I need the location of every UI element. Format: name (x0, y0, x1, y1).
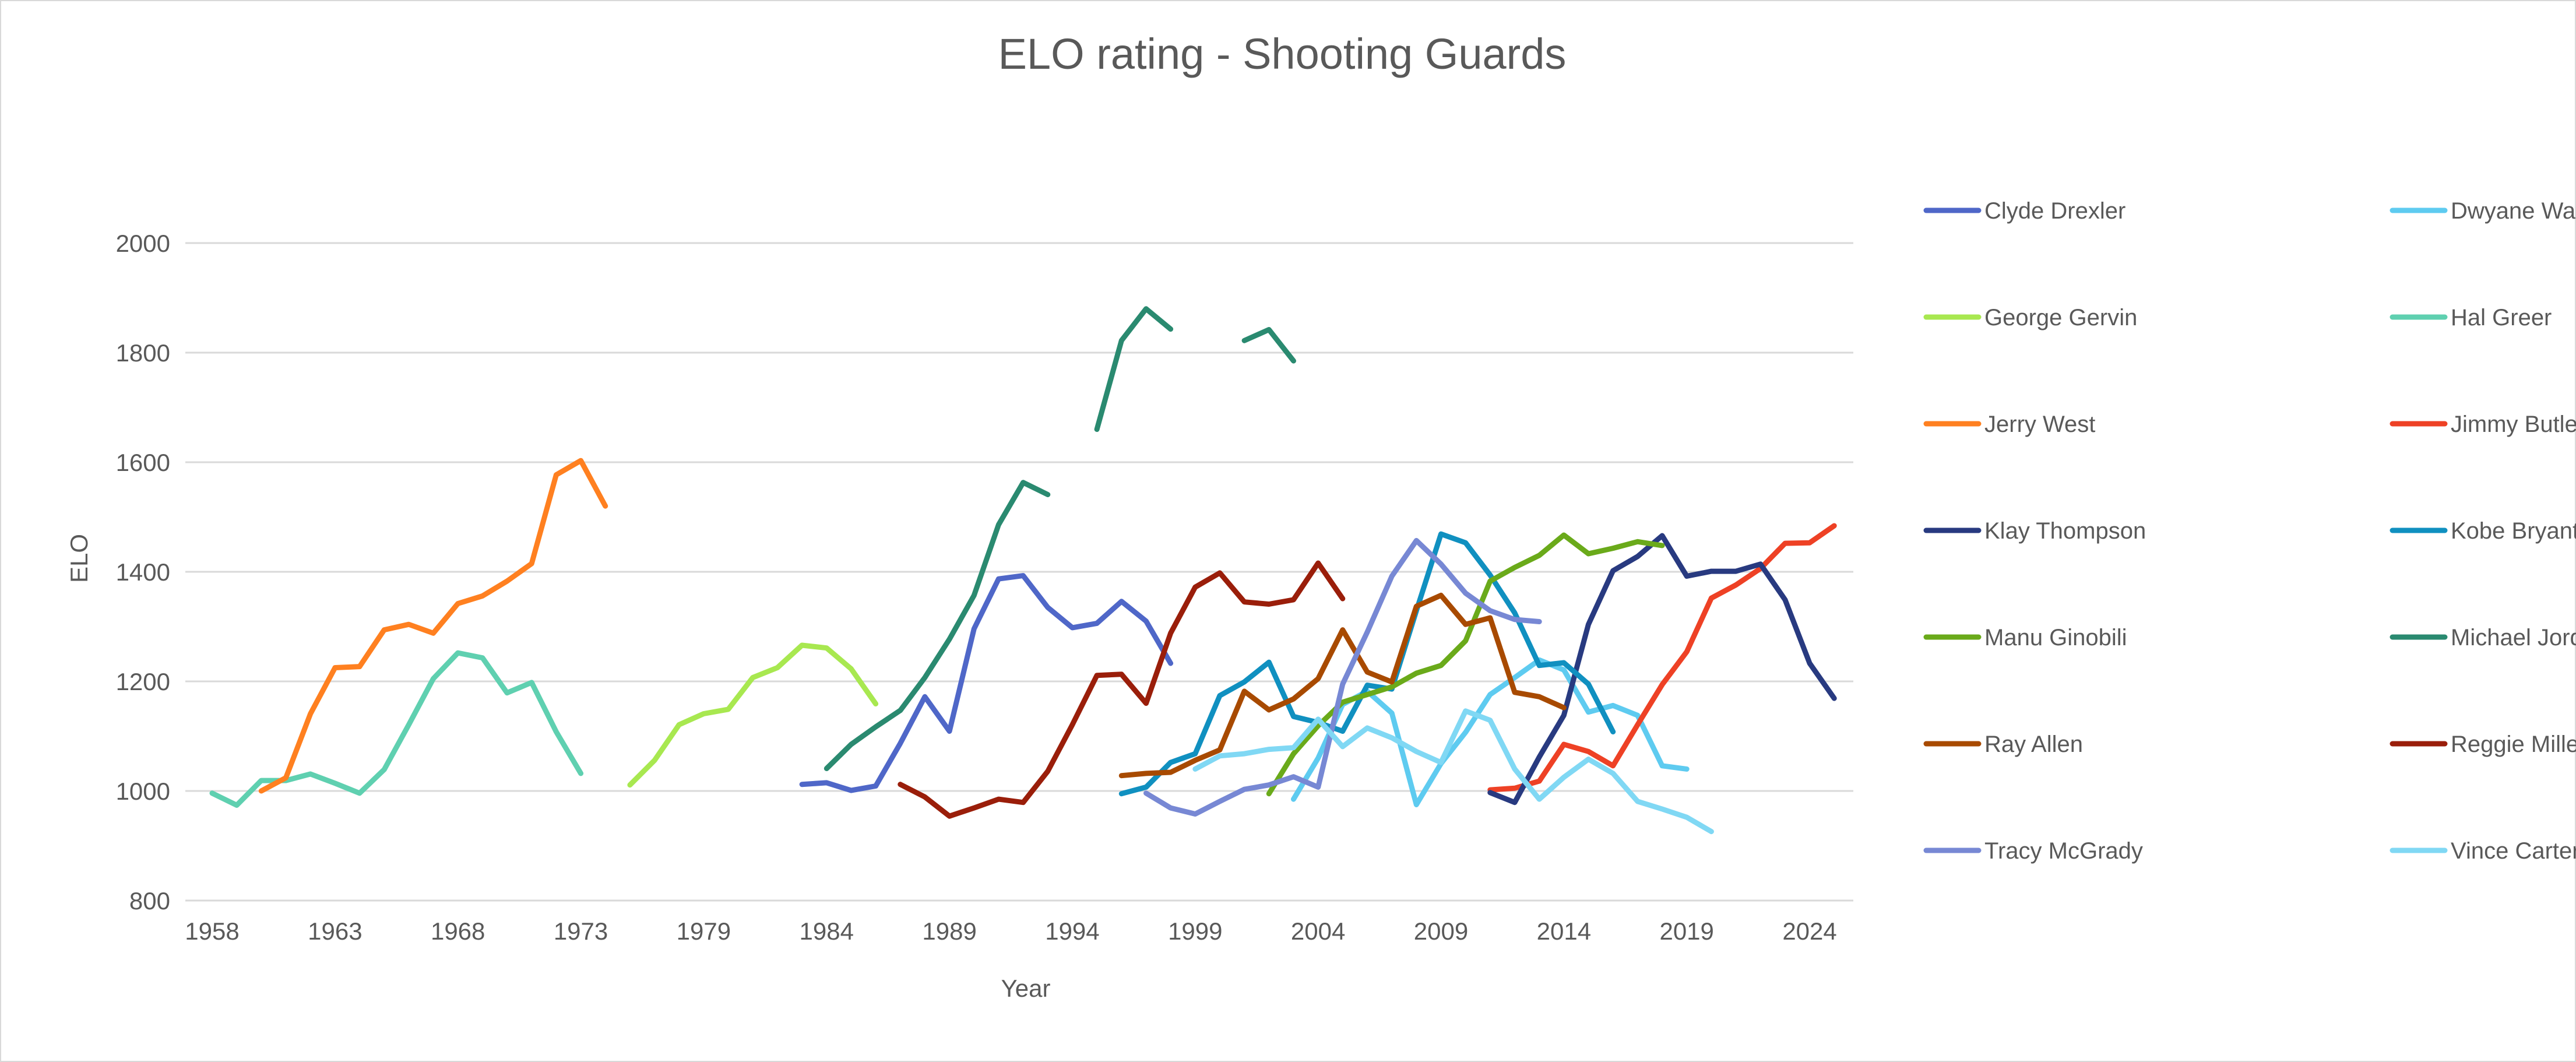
legend-label: Manu Ginobili (1984, 625, 2127, 650)
legend-item-manu-ginobili: Manu Ginobili (1923, 625, 2127, 650)
series-line-michael-jordan (824, 306, 1296, 771)
x-tick-label: 1984 (800, 917, 854, 945)
legend-item-klay-thompson: Klay Thompson (1923, 518, 2146, 544)
legend: Clyde Drexler Dwyane Wade George Gervin Hal… (1923, 198, 2576, 864)
x-tick-label: 2004 (1291, 917, 1345, 945)
x-tick-label: 2014 (1537, 917, 1591, 945)
x-tick-label: 1958 (185, 917, 239, 945)
x-tick-label: 2019 (1659, 917, 1713, 945)
legend-item-kobe-bryant: Kobe Bryant (2390, 518, 2576, 544)
x-tick-label: 1973 (554, 917, 608, 945)
series-line-reggie-miller (898, 560, 1346, 819)
x-tick-label: 1968 (431, 917, 485, 945)
legend-label: Tracy McGrady (1984, 838, 2143, 864)
x-tick-label: 1963 (308, 917, 362, 945)
legend-label: Dwyane Wade (2451, 198, 2576, 224)
legend-item-michael-jordan: Michael Jordan (2390, 625, 2576, 650)
x-tick-label: 1999 (1168, 917, 1222, 945)
legend-item-ray-allen: Ray Allen (1923, 732, 2083, 757)
x-tick-label: 1994 (1045, 917, 1099, 945)
legend-label: Jimmy Butler (2451, 412, 2576, 437)
series-line-tracy-mcgrady (1143, 537, 1542, 817)
series-lines (209, 306, 1837, 835)
x-tick-label: 1989 (922, 917, 976, 945)
series-line-clyde-drexler (799, 573, 1174, 793)
legend-label: Michael Jordan (2451, 625, 2576, 650)
legend-item-george-gervin: George Gervin (1923, 305, 2137, 330)
gridlines (185, 242, 1853, 902)
legend-label: Reggie Miller (2451, 732, 2576, 757)
legend-label: Clyde Drexler (1984, 198, 2125, 224)
x-axis-tick-labels: 1958 1963 1968 1973 1979 1984 1989 1994 1999 2004… (185, 917, 1836, 945)
legend-label: Hal Greer (2451, 305, 2552, 330)
legend-label: Jerry West (1984, 412, 2095, 437)
x-tick-label: 2024 (1782, 917, 1836, 945)
x-tick-label: 2009 (1414, 917, 1468, 945)
y-tick-label: 1600 (116, 449, 170, 476)
chart-title: ELO rating - Shooting Guards (998, 30, 1567, 78)
series-line-klay-thompson (1487, 533, 1837, 806)
legend-label: George Gervin (1984, 305, 2137, 330)
series-line-kobe-bryant (1118, 531, 1616, 797)
y-tick-label: 1200 (116, 668, 170, 695)
series-line-jerry-west (258, 458, 608, 794)
y-tick-label: 1800 (116, 339, 170, 367)
series-line-ray-allen (1118, 592, 1567, 779)
legend-item-dwyane-wade: Dwyane Wade (2390, 198, 2576, 224)
y-tick-label: 2000 (116, 230, 170, 257)
series-line-hal-greer (209, 650, 584, 808)
legend-item-tracy-mcgrady: Tracy McGrady (1923, 838, 2143, 864)
series-line-george-gervin (627, 642, 879, 788)
y-tick-label: 1000 (116, 778, 170, 805)
series-line-vince-carter (1192, 708, 1714, 835)
legend-item-jerry-west: Jerry West (1923, 412, 2095, 437)
x-axis-title: Year (1001, 975, 1051, 1002)
legend-label: Vince Carter (2451, 838, 2576, 864)
y-tick-label: 1400 (116, 558, 170, 586)
legend-item-jimmy-butler: Jimmy Butler (2390, 412, 2576, 437)
y-axis-title: ELO (65, 534, 93, 583)
legend-label: Klay Thompson (1984, 518, 2146, 544)
legend-item-clyde-drexler: Clyde Drexler (1923, 198, 2125, 224)
y-tick-label: 800 (129, 887, 170, 915)
legend-label: Kobe Bryant (2451, 518, 2576, 544)
legend-item-hal-greer: Hal Greer (2390, 305, 2552, 330)
series-line-jimmy-butler (1487, 523, 1837, 793)
y-axis-tick-labels: 800 1000 1200 1400 1600 1800 2000 (116, 230, 170, 915)
legend-item-vince-carter: Vince Carter (2390, 838, 2576, 864)
legend-item-reggie-miller: Reggie Miller (2390, 732, 2576, 757)
x-tick-label: 1979 (677, 917, 731, 945)
legend-label: Ray Allen (1984, 732, 2083, 757)
